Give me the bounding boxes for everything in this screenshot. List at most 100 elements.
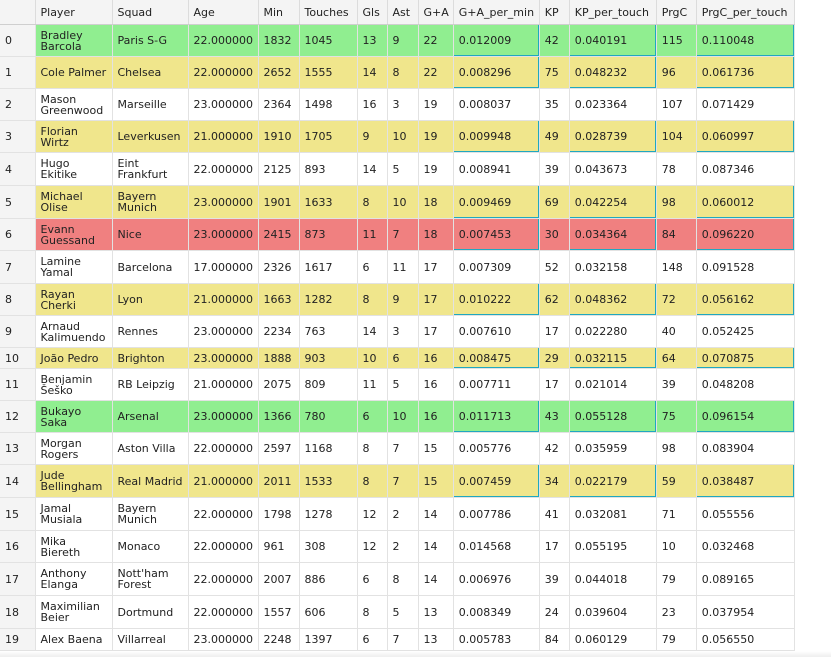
table-cell-gls: 8 [357, 464, 388, 498]
table-cell-age: 22.000000 [188, 562, 259, 596]
table-cell-gls: 10 [357, 347, 388, 369]
table-cell-ga: 13 [418, 595, 454, 629]
table-cell-kp: 52 [539, 250, 570, 284]
table-cell-prgc-per-touch: 0.032468 [696, 530, 795, 563]
row-index: 11 [0, 368, 36, 401]
table-cell-ga: 16 [418, 347, 454, 369]
table-cell-ga-per-min: 0.006976 [453, 562, 540, 596]
table-cell-kp: 17 [539, 315, 570, 348]
table-cell-squad: Brighton [112, 347, 189, 369]
table-cell-min: 1366 [258, 400, 300, 433]
index-header [0, 0, 36, 25]
table-cell-prgc: 96 [656, 56, 697, 89]
table-cell-squad: Lyon [112, 283, 189, 316]
table-cell-ga: 22 [418, 56, 454, 89]
table-cell-kp: 17 [539, 530, 570, 563]
column-header: KP_per_touch [569, 0, 657, 25]
table-cell-kp: 29 [539, 347, 570, 369]
table-cell-prgc: 78 [656, 152, 697, 186]
table-cell-age: 22.000000 [188, 56, 259, 89]
table-cell-touches: 308 [299, 530, 358, 563]
table-cell-kp-per-touch: 0.042254 [569, 185, 657, 219]
table-row: 19 Alex Baena Villarreal 23.000000 2248 1397 6… [0, 628, 795, 651]
table-cell-kp-per-touch: 0.032081 [569, 497, 657, 531]
table-cell-ga: 16 [418, 400, 454, 433]
table-cell-gls: 9 [357, 120, 388, 153]
table-cell-min: 2075 [258, 368, 300, 401]
table-cell-squad: Barcelona [112, 250, 189, 284]
table-cell-ga: 19 [418, 88, 454, 121]
table-row: 0 Bradley Barcola Paris S-G 22.000000 1832 10… [0, 24, 795, 57]
table-cell-squad: Villarreal [112, 628, 189, 651]
table-cell-player: Alex Baena [35, 628, 113, 651]
table-cell-age: 21.000000 [188, 120, 259, 153]
table-cell-min: 1832 [258, 24, 300, 57]
table-cell-min: 2125 [258, 152, 300, 186]
table-cell-min: 961 [258, 530, 300, 563]
row-index: 1 [0, 56, 36, 89]
row-index: 17 [0, 562, 36, 596]
table-cell-touches: 893 [299, 152, 358, 186]
table-cell-prgc: 23 [656, 595, 697, 629]
table-row: 12 Bukayo Saka Arsenal 23.000000 1366 780 6 10 1… [0, 400, 795, 433]
table-cell-ast: 7 [387, 464, 419, 498]
table-cell-kp-per-touch: 0.034364 [569, 218, 657, 251]
table-cell-prgc: 71 [656, 497, 697, 531]
table-cell-gls: 14 [357, 315, 388, 348]
table-cell-ast: 9 [387, 283, 419, 316]
table-header-row: Player Squad Age Min Touches Gls Ast G+A G+A_per… [0, 0, 795, 25]
table-cell-touches: 1705 [299, 120, 358, 153]
table-cell-player: Evann Guessand [35, 218, 113, 251]
table-cell-gls: 6 [357, 562, 388, 596]
table-cell-prgc-per-touch: 0.096220 [696, 218, 795, 251]
table-cell-touches: 873 [299, 218, 358, 251]
table-cell-prgc: 79 [656, 562, 697, 596]
table-cell-player: Bukayo Saka [35, 400, 113, 433]
column-header: Ast [387, 0, 419, 25]
table-cell-ga-per-min: 0.010222 [453, 283, 540, 316]
table-cell-ast: 7 [387, 628, 419, 651]
table-cell-ga: 16 [418, 368, 454, 401]
table-cell-player: Michael Olise [35, 185, 113, 219]
table-cell-kp-per-touch: 0.043673 [569, 152, 657, 186]
table-cell-ga-per-min: 0.008475 [453, 347, 540, 369]
scroll-edge [0, 651, 831, 657]
column-header: PrgC_per_touch [696, 0, 795, 25]
table-cell-touches: 1278 [299, 497, 358, 531]
table-cell-gls: 12 [357, 530, 388, 563]
table-cell-ast: 3 [387, 315, 419, 348]
table-cell-prgc: 104 [656, 120, 697, 153]
table-cell-ast: 2 [387, 530, 419, 563]
table-cell-player: Jamal Musiala [35, 497, 113, 531]
table-cell-kp-per-touch: 0.021014 [569, 368, 657, 401]
column-header: Squad [112, 0, 189, 25]
table-row: 18 Maximilian Beier Dortmund 22.000000 1557 6… [0, 595, 795, 629]
table-cell-prgc: 39 [656, 368, 697, 401]
table-cell-touches: 1633 [299, 185, 358, 219]
table-row: 10 João Pedro Brighton 23.000000 1888 903 10 6 1… [0, 347, 795, 369]
table-cell-gls: 12 [357, 497, 388, 531]
table-cell-ga-per-min: 0.007309 [453, 250, 540, 284]
table-cell-prgc-per-touch: 0.087346 [696, 152, 795, 186]
table-cell-touches: 606 [299, 595, 358, 629]
table-cell-prgc-per-touch: 0.096154 [696, 400, 795, 433]
table-cell-ga: 17 [418, 250, 454, 284]
table-cell-prgc: 59 [656, 464, 697, 498]
table-cell-touches: 886 [299, 562, 358, 596]
table-cell-age: 23.000000 [188, 88, 259, 121]
table-cell-gls: 14 [357, 152, 388, 186]
table-cell-kp-per-touch: 0.035959 [569, 432, 657, 465]
table-cell-prgc: 79 [656, 628, 697, 651]
table-cell-kp-per-touch: 0.044018 [569, 562, 657, 596]
table-cell-kp-per-touch: 0.048232 [569, 56, 657, 89]
table-cell-age: 23.000000 [188, 400, 259, 433]
table-cell-age: 22.000000 [188, 595, 259, 629]
table-cell-ga: 14 [418, 562, 454, 596]
table-cell-ast: 10 [387, 400, 419, 433]
table-cell-kp-per-touch: 0.048362 [569, 283, 657, 316]
table-cell-squad: Nice [112, 218, 189, 251]
table-cell-kp: 42 [539, 432, 570, 465]
table-cell-min: 2248 [258, 628, 300, 651]
table-cell-touches: 903 [299, 347, 358, 369]
table-cell-gls: 8 [357, 595, 388, 629]
